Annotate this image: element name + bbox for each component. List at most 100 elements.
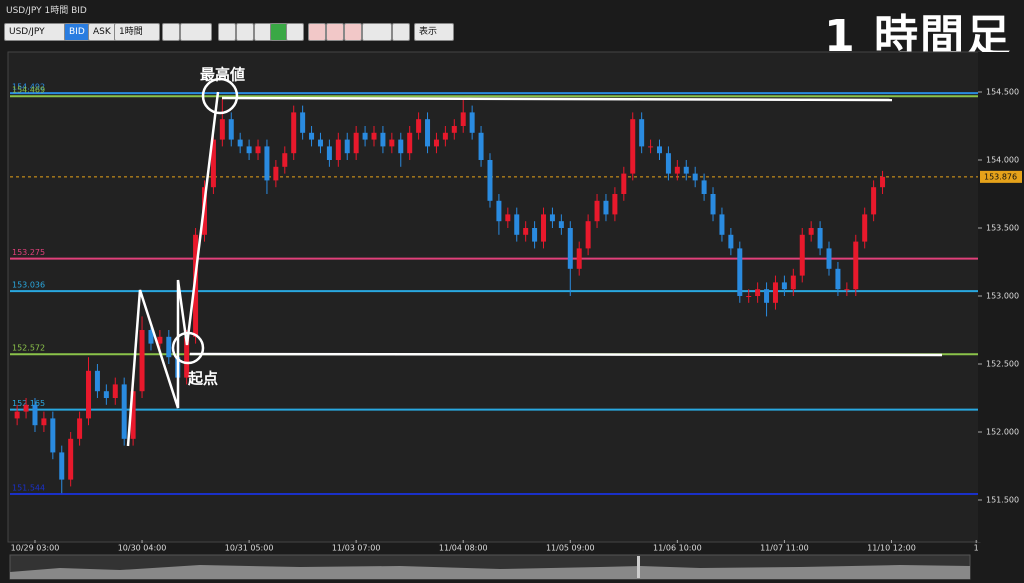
candle-body (460, 112, 466, 126)
order-button[interactable] (344, 23, 362, 41)
x-tick-label: 10/30 04:00 (118, 544, 167, 553)
y-tick-label: 154.500 (986, 87, 1019, 96)
candle-body (532, 228, 538, 242)
candle-body (790, 275, 796, 290)
candle-body (103, 391, 109, 399)
candle-body (59, 452, 65, 480)
x-tick-label: 11/06 10:00 (653, 544, 702, 553)
candle-body (710, 193, 716, 215)
candle-body (300, 112, 306, 133)
candle-body (326, 146, 332, 160)
candle-body (433, 139, 439, 147)
candle-body (398, 139, 404, 154)
candle-body (808, 228, 814, 235)
candle-body (781, 282, 787, 290)
ask-button[interactable]: ASK (88, 23, 116, 41)
level-label: 152.572 (12, 344, 45, 353)
candle-body (871, 187, 877, 215)
annotation-circle (171, 331, 205, 365)
candle-body (656, 146, 662, 154)
x-tick-label: 11/10 12:00 (867, 544, 916, 553)
chart-type-button[interactable] (180, 23, 212, 41)
order-button[interactable] (308, 23, 326, 41)
candle-body (237, 139, 243, 147)
level-label: 152.165 (12, 399, 45, 408)
annotation-line (189, 352, 943, 357)
candle-body (639, 119, 645, 147)
candle-body (121, 384, 127, 439)
navigator-series (10, 565, 970, 579)
candle-body (853, 241, 859, 290)
candle-body (371, 132, 377, 140)
layout-button[interactable] (286, 23, 304, 41)
save-button[interactable] (392, 23, 410, 41)
interval-select[interactable]: 1時間 (114, 23, 160, 41)
x-tick-label: 10/29 03:00 (11, 544, 60, 553)
candle-body (14, 411, 20, 419)
candle-body (246, 146, 252, 154)
candle-body (683, 166, 689, 174)
view-menu[interactable]: 表示 (414, 23, 454, 41)
x-tick-label: 1 (974, 544, 979, 553)
x-tick-label: 11/05 09:00 (546, 544, 595, 553)
candle-body (496, 200, 502, 222)
candle-body (755, 289, 761, 297)
x-tick-label: 11/03 07:00 (332, 544, 381, 553)
candle-body (407, 132, 413, 154)
annotation-line (221, 96, 893, 102)
last-price-box (980, 170, 1022, 183)
candle-body (880, 176, 886, 188)
candle-body (41, 418, 47, 426)
bid-button[interactable]: BID (64, 23, 90, 41)
draw-button[interactable] (362, 23, 392, 41)
candle-body (549, 214, 555, 222)
annotation-label: 最高値 (200, 66, 245, 84)
candle-body (692, 173, 698, 181)
x-tick-label: 11/04 08:00 (439, 544, 488, 553)
candle-body (157, 336, 163, 344)
candle-body (665, 153, 671, 174)
candle-body (772, 282, 778, 303)
candle-body (184, 336, 190, 378)
zoom-in[interactable] (218, 23, 236, 41)
candle-body (478, 132, 484, 160)
level-label: 154.492 (12, 83, 45, 92)
candle-body (567, 228, 573, 269)
annotation-zigzag (126, 91, 220, 447)
candle-body (130, 391, 136, 439)
candle-body (764, 289, 770, 303)
candle-body (112, 384, 118, 399)
level-label: 151.544 (12, 484, 45, 493)
navigator-handle[interactable] (637, 556, 640, 578)
candle-body (148, 330, 154, 344)
candle-body (817, 228, 823, 249)
candle-body (862, 214, 868, 242)
candle-body (344, 139, 350, 154)
y-tick-label: 152.000 (986, 428, 1019, 437)
candle-body (68, 438, 74, 480)
order-button[interactable] (326, 23, 344, 41)
candle-body (380, 132, 386, 147)
candle-body (219, 119, 225, 140)
annotation-circle (201, 77, 239, 115)
candle-body (50, 418, 56, 453)
zoom-out[interactable] (236, 23, 254, 41)
candle-body (505, 214, 511, 222)
candle-body (576, 248, 582, 269)
candle-body (612, 193, 618, 215)
candle-body (425, 119, 431, 147)
candle-body (844, 289, 850, 291)
candle-body (309, 132, 315, 140)
candle-body (558, 221, 564, 229)
level-label: 154.469 (12, 86, 45, 95)
candle-body (282, 153, 288, 167)
y-tick-label: 153.500 (986, 224, 1019, 233)
window-title: USD/JPY 1時間 BID (6, 6, 87, 16)
candle-body (523, 228, 529, 235)
tool-button[interactable] (162, 23, 180, 41)
candle-body (541, 214, 547, 242)
level-label: 153.275 (12, 248, 45, 257)
candle-body (77, 418, 83, 439)
candle-body (621, 173, 627, 194)
candle-body (94, 370, 100, 392)
